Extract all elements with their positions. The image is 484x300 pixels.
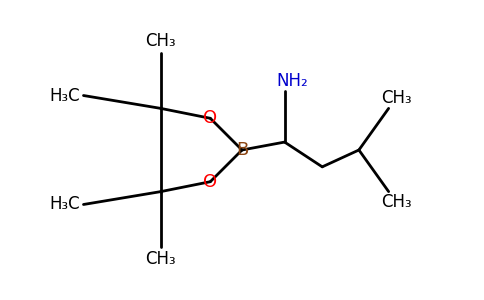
Text: H₃C: H₃C xyxy=(49,86,79,104)
Text: CH₃: CH₃ xyxy=(146,32,176,50)
Text: B: B xyxy=(236,141,248,159)
Text: O: O xyxy=(203,109,217,127)
Text: CH₃: CH₃ xyxy=(146,250,176,268)
Text: O: O xyxy=(203,173,217,191)
Text: CH₃: CH₃ xyxy=(381,193,412,211)
Text: NH₂: NH₂ xyxy=(277,72,308,90)
Text: H₃C: H₃C xyxy=(49,196,79,214)
Text: CH₃: CH₃ xyxy=(381,89,412,107)
